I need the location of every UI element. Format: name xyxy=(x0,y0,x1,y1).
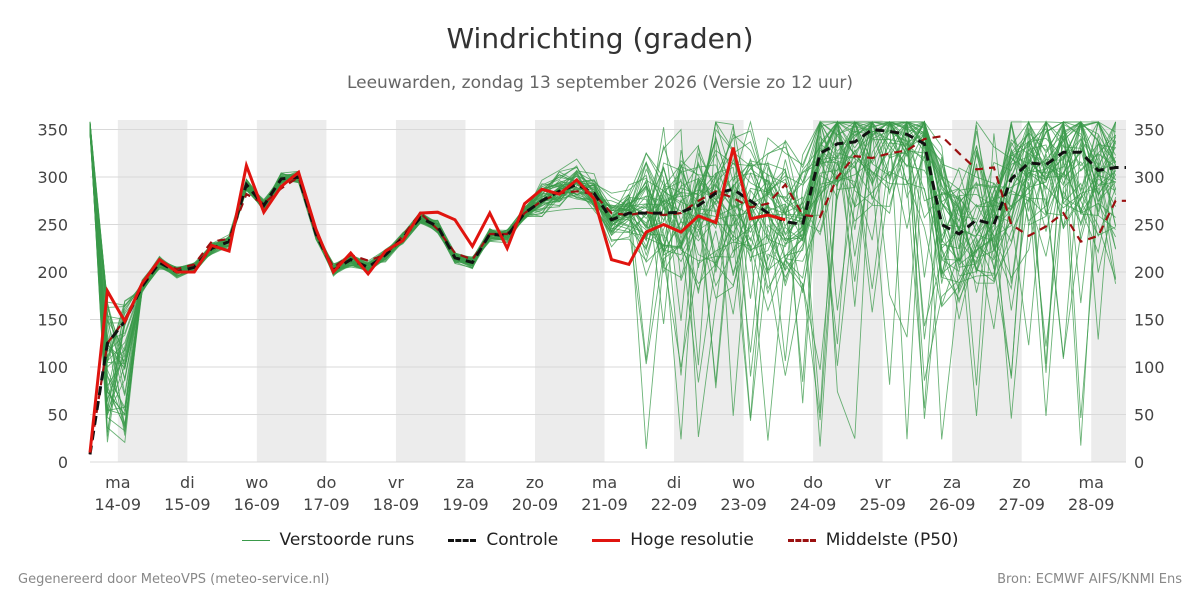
x-tick-day: do xyxy=(803,473,823,492)
x-tick-date: 21-09 xyxy=(581,495,628,514)
x-tick-day: wo xyxy=(245,473,268,492)
x-tick-date: 22-09 xyxy=(651,495,698,514)
y-tick-label: 250 xyxy=(1134,216,1165,235)
x-tick-date: 15-09 xyxy=(164,495,211,514)
chart-subtitle: Leeuwarden, zondag 13 september 2026 (Ve… xyxy=(346,73,854,93)
x-tick-day: wo xyxy=(732,473,755,492)
x-tick-day: do xyxy=(316,473,336,492)
x-tick-date: 20-09 xyxy=(512,495,559,514)
x-tick-day: ma xyxy=(105,473,130,492)
legend-label: Controle xyxy=(486,530,559,550)
y-tick-label: 300 xyxy=(37,168,68,187)
x-tick-day: vr xyxy=(388,473,404,492)
legend-item: Controle xyxy=(448,530,558,550)
x-tick-date: 19-09 xyxy=(442,495,489,514)
y-tick-label: 0 xyxy=(58,453,68,472)
x-tick-date: 27-09 xyxy=(998,495,1045,514)
x-tick-date: 16-09 xyxy=(234,495,281,514)
x-tick-date: 17-09 xyxy=(303,495,350,514)
x-tick-day: zo xyxy=(526,473,544,492)
y-tick-label: 100 xyxy=(1134,358,1165,377)
x-tick-day: di xyxy=(180,473,195,492)
x-tick-day: ma xyxy=(592,473,617,492)
x-tick-day: zo xyxy=(1013,473,1031,492)
legend-swatch xyxy=(241,539,270,541)
chart-title: Windrichting (graden) xyxy=(446,22,754,55)
y-tick-label: 200 xyxy=(37,263,68,282)
y-tick-label: 350 xyxy=(1134,121,1165,140)
y-tick-label: 50 xyxy=(48,406,68,425)
x-tick-date: 26-09 xyxy=(929,495,976,514)
legend-swatch xyxy=(448,538,477,542)
hires-line xyxy=(88,147,786,453)
x-tick-date: 23-09 xyxy=(720,495,767,514)
legend-item: Middelste (P50) xyxy=(787,530,959,550)
day-band xyxy=(395,120,466,462)
control-line xyxy=(88,127,1126,455)
legend-label: Verstoorde runs xyxy=(279,530,415,550)
y-tick-label: 300 xyxy=(1134,168,1165,187)
y-tick-label: 150 xyxy=(37,311,68,330)
footer-source: Bron: ECMWF AIFS/KNMI Ens xyxy=(997,572,1182,587)
x-tick-day: za xyxy=(456,473,474,492)
x-tick-day: vr xyxy=(875,473,891,492)
day-band xyxy=(256,120,327,462)
chart-legend: Verstoorde runs Controle Hoge resolutie Mid… xyxy=(0,530,1200,550)
legend-label: Middelste (P50) xyxy=(825,530,959,550)
legend-item: Hoge resolutie xyxy=(592,530,754,550)
x-tick-date: 18-09 xyxy=(373,495,420,514)
legend-label: Hoge resolutie xyxy=(630,530,754,550)
legend-swatch xyxy=(787,538,816,542)
y-tick-label: 350 xyxy=(37,121,68,140)
median-line xyxy=(88,135,1126,455)
legend-swatch xyxy=(592,538,621,542)
x-tick-date: 24-09 xyxy=(790,495,837,514)
x-tick-day: ma xyxy=(1079,473,1104,492)
x-tick-date: 28-09 xyxy=(1068,495,1115,514)
x-tick-date: 14-09 xyxy=(95,495,142,514)
x-tick-day: di xyxy=(667,473,682,492)
x-tick-day: za xyxy=(943,473,961,492)
x-tick-date: 25-09 xyxy=(859,495,906,514)
y-tick-label: 50 xyxy=(1134,406,1154,425)
footer-credit: Gegenereerd door MeteoVPS (meteo-service… xyxy=(18,572,330,587)
legend-item: Verstoorde runs xyxy=(241,530,415,550)
chart-canvas: 0 50 100 150 200 250 300 350 0 50 100 150 200 250 300… xyxy=(37,120,1165,514)
y-tick-label: 150 xyxy=(1134,311,1165,330)
y-tick-label: 0 xyxy=(1134,453,1144,472)
y-tick-label: 200 xyxy=(1134,263,1165,282)
y-tick-label: 250 xyxy=(37,216,68,235)
y-tick-label: 100 xyxy=(37,358,68,377)
